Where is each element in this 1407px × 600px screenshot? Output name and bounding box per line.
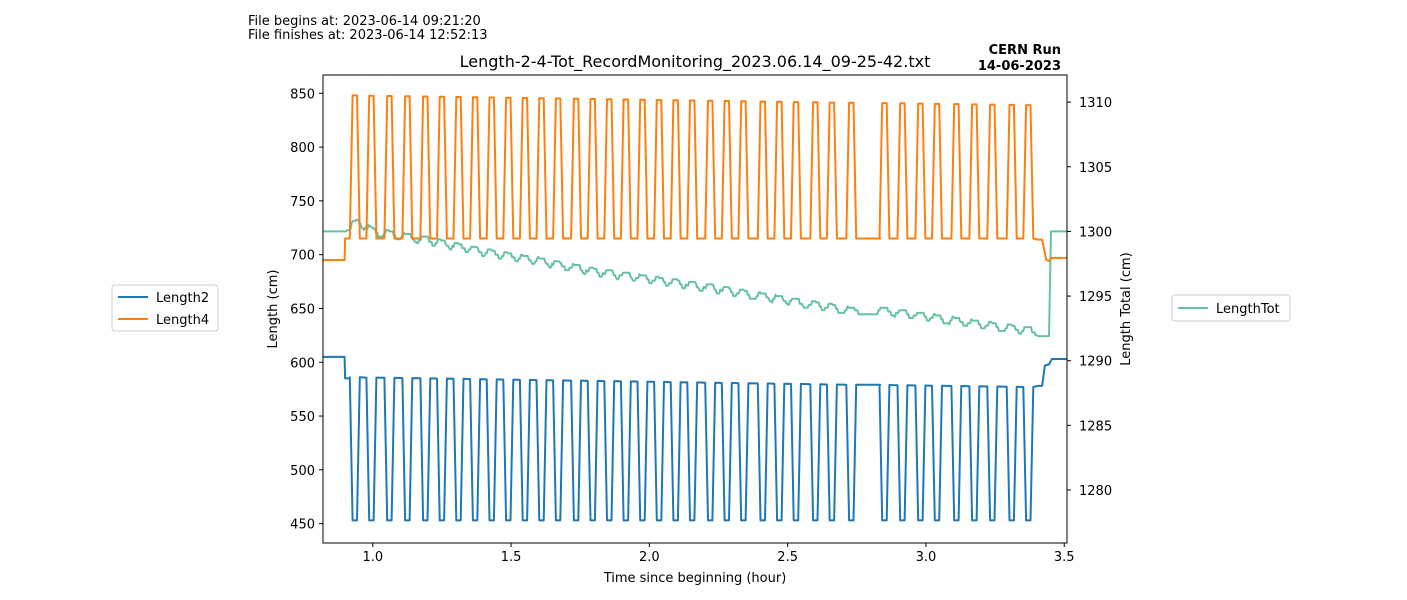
legend-length2-label: Length2: [156, 291, 209, 306]
legend-lengthtot-label: LengthTot: [1216, 302, 1280, 317]
axis-ticks: 1.0 1.5 2.0 2.5 3.0 3.5 450 500 550 600 650 700 750 8…: [290, 87, 1112, 565]
y-tick-label: 450: [290, 518, 315, 533]
x-tick-label: 1.0: [362, 550, 383, 565]
y2-tick-label: 1285: [1079, 419, 1112, 434]
y2-tick-label: 1280: [1079, 484, 1112, 499]
legend-right-box: [1171, 294, 1291, 322]
series-length2-line: [323, 355, 1067, 522]
plot-frame: [322, 74, 1068, 544]
y-tick-label: 650: [290, 302, 315, 317]
x-tick-label: 1.5: [501, 550, 522, 565]
y2-axis-label: Length Total (cm): [1119, 252, 1134, 365]
file-begins-text: File begins at: 2023-06-14 09:21:20: [248, 14, 481, 29]
y2-tick-label: 1300: [1079, 225, 1112, 240]
x-tick-label: 3.5: [1054, 550, 1075, 565]
y-tick-label: 500: [290, 464, 315, 479]
legend-right: LengthTot: [1171, 294, 1291, 322]
chart-title: Length-2-4-Tot_RecordMonitoring_2023.06.…: [460, 52, 931, 72]
y-tick-label: 750: [290, 195, 315, 210]
legend-left: Length2 Length4: [111, 284, 219, 332]
series-lengthtot-line: [323, 218, 1067, 338]
y-tick-label: 600: [290, 356, 315, 371]
series-layer: [323, 94, 1067, 522]
file-finishes-text: File finishes at: 2023-06-14 12:52:13: [248, 28, 487, 43]
y2-tick-label: 1310: [1079, 96, 1112, 111]
x-tick-label: 2.5: [777, 550, 798, 565]
y-tick-label: 850: [290, 87, 315, 102]
y-tick-label: 700: [290, 249, 315, 264]
x-tick-label: 3.0: [916, 550, 937, 565]
y2-tick-label: 1295: [1079, 290, 1112, 305]
x-axis-label: Time since beginning (hour): [603, 571, 787, 586]
run-date: 14-06-2023: [978, 59, 1061, 74]
legend-length4-label: Length4: [156, 313, 209, 328]
x-tick-label: 2.0: [639, 550, 660, 565]
y-axis-label: Length (cm): [266, 270, 281, 349]
y2-tick-label: 1290: [1079, 355, 1112, 370]
series-length4-line: [323, 94, 1067, 263]
run-name: CERN Run: [989, 43, 1061, 58]
y-tick-label: 550: [290, 410, 315, 425]
y-tick-label: 800: [290, 141, 315, 156]
y2-tick-label: 1305: [1079, 161, 1112, 176]
